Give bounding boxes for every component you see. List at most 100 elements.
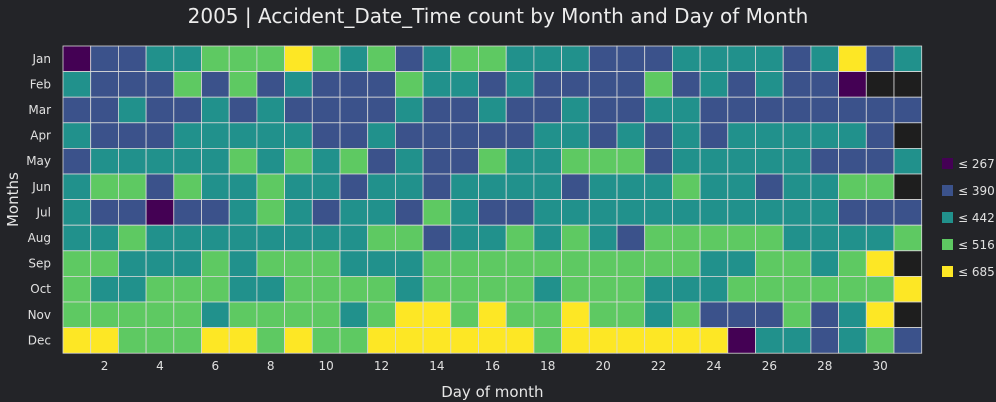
heatmap-cell: [755, 96, 784, 124]
legend-label: ≤ 267: [958, 157, 995, 171]
heatmap-cell: [90, 327, 119, 354]
heatmap-cell: [561, 45, 590, 73]
heatmap-cell: [339, 71, 369, 98]
heatmap-cell: [672, 327, 701, 354]
heatmap-cell: [311, 96, 341, 124]
heatmap-cell: [450, 250, 479, 277]
heatmap-cell: [478, 71, 507, 98]
heatmap-cell: [228, 301, 258, 329]
heatmap-cell: [699, 275, 729, 303]
legend-label: ≤ 516: [958, 238, 995, 252]
heatmap-cell: [339, 173, 369, 201]
heatmap-cell: [865, 301, 895, 329]
y-tick-label: Sep: [28, 257, 51, 271]
heatmap-cell: [727, 147, 756, 175]
heatmap-cell: [90, 71, 119, 98]
heatmap-cell: [228, 122, 258, 149]
heatmap-cell: [838, 122, 867, 149]
heatmap-cell: [394, 147, 424, 175]
heatmap-cell: [62, 173, 92, 201]
heatmap-cell: [810, 301, 840, 329]
heatmap-cell: [810, 275, 840, 303]
heatmap-cell: [533, 199, 563, 226]
y-tick-label: Aug: [28, 231, 51, 245]
heatmap-cell: [256, 147, 285, 175]
heatmap-cell: [727, 301, 756, 329]
heatmap-cell: [505, 173, 535, 201]
x-tick-label: 16: [485, 359, 500, 373]
heatmap-cell: [782, 199, 812, 226]
heatmap-cell: [616, 71, 646, 98]
heatmap-cell: [173, 250, 202, 277]
heatmap-cell: [588, 327, 618, 354]
heatmap-cell: [90, 250, 119, 277]
heatmap-cell: [367, 147, 396, 175]
heatmap-cell: [394, 173, 424, 201]
chart-title: 2005 | Accident_Date_Time count by Month…: [187, 4, 809, 28]
heatmap-cell: [893, 199, 923, 226]
heatmap-cell: [644, 275, 673, 303]
heatmap-cell: [505, 224, 535, 252]
legend-swatch: [942, 266, 953, 277]
legend-swatch: [942, 212, 953, 223]
heatmap-cell: [893, 122, 923, 149]
heatmap-cell: [865, 327, 895, 354]
heatmap-cell: [201, 147, 230, 175]
heatmap-cell: [533, 147, 563, 175]
heatmap-cell: [256, 45, 285, 73]
x-tick-label: 22: [651, 359, 666, 373]
heatmap-cell: [588, 173, 618, 201]
heatmap-cell: [422, 96, 452, 124]
heatmap-cell: [893, 275, 923, 303]
heatmap-cell: [782, 327, 812, 354]
heatmap-cell: [173, 45, 202, 73]
y-tick-label: Apr: [30, 129, 51, 143]
heatmap-cell: [644, 71, 673, 98]
heatmap-cell: [810, 327, 840, 354]
heatmap-cell: [145, 199, 175, 226]
heatmap-cell: [533, 96, 563, 124]
heatmap-cell: [727, 122, 756, 149]
heatmap-cell: [893, 96, 923, 124]
heatmap-cell: [588, 301, 618, 329]
heatmap-cell: [284, 45, 313, 73]
heatmap-cell: [782, 96, 812, 124]
heatmap-cell: [893, 327, 923, 354]
heatmap-cell: [311, 275, 341, 303]
heatmap-cell: [118, 173, 147, 201]
heatmap-cell: [561, 173, 590, 201]
heatmap-cell: [422, 250, 452, 277]
heatmap-cell: [90, 147, 119, 175]
y-axis-title: Months: [4, 172, 22, 227]
heatmap-cell: [422, 71, 452, 98]
heatmap-cell: [284, 250, 313, 277]
heatmap-cell: [865, 275, 895, 303]
heatmap-cell: [62, 327, 92, 354]
heatmap-cell: [173, 275, 202, 303]
heatmap-cell: [699, 173, 729, 201]
heatmap-cell: [367, 250, 396, 277]
heatmap-cell: [201, 327, 230, 354]
heatmap-cell: [865, 45, 895, 73]
heatmap-cell: [394, 71, 424, 98]
heatmap-cell: [90, 275, 119, 303]
heatmap-cell: [561, 71, 590, 98]
heatmap-cell: [699, 301, 729, 329]
heatmap-cell: [616, 327, 646, 354]
heatmap-cell: [450, 71, 479, 98]
heatmap-cell: [588, 96, 618, 124]
heatmap-cell: [644, 45, 673, 73]
heatmap-cell: [118, 250, 147, 277]
heatmap-cell: [893, 250, 923, 277]
heatmap-cell: [893, 147, 923, 175]
heatmap-cell: [561, 327, 590, 354]
heatmap-cell: [672, 275, 701, 303]
heatmap-cell: [256, 96, 285, 124]
heatmap-cell: [699, 71, 729, 98]
heatmap-cell: [450, 45, 479, 73]
heatmap-cell: [865, 250, 895, 277]
heatmap-cell: [533, 275, 563, 303]
heatmap-cell: [145, 275, 175, 303]
heatmap-cell: [256, 199, 285, 226]
x-tick-label: 28: [817, 359, 832, 373]
